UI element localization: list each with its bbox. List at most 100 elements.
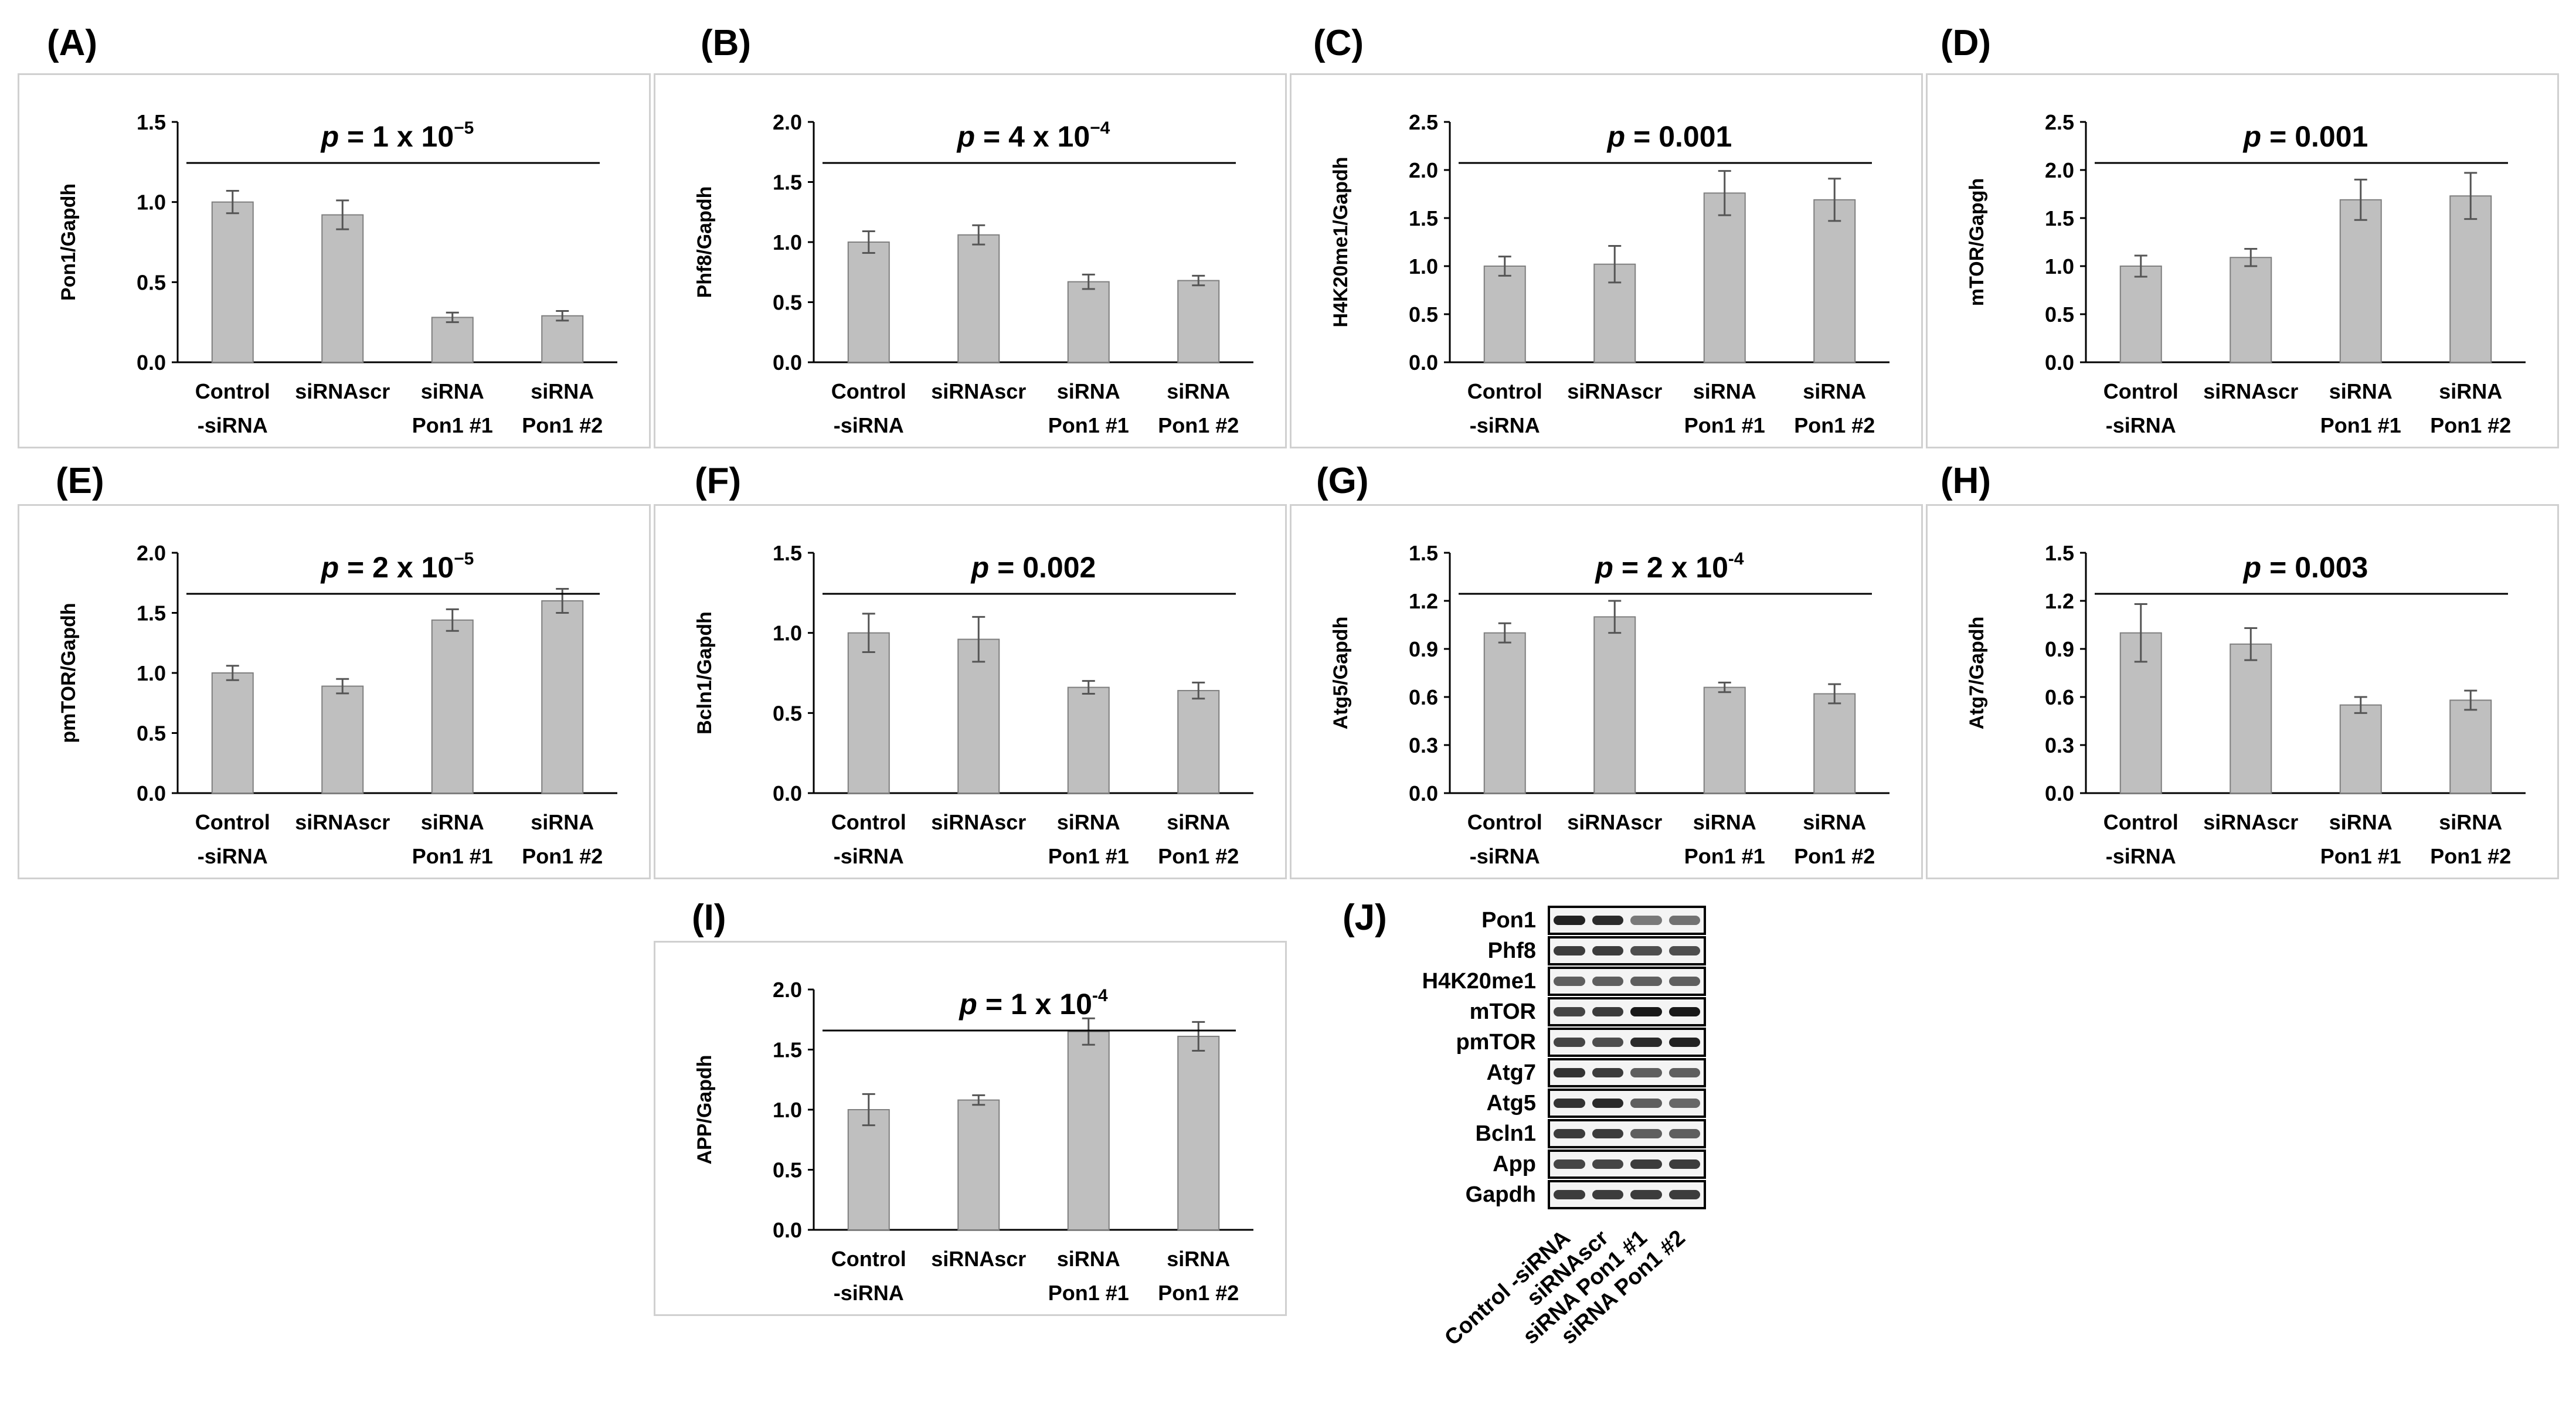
x-tick-label: siRNA Pon1 #1 — [1684, 379, 1765, 437]
error-bar — [556, 588, 569, 614]
y-tick-label: 1.5 — [2045, 541, 2074, 565]
blot-band — [1630, 1038, 1662, 1047]
y-tick-label: 0.0 — [137, 351, 166, 375]
p-value-label: p = 4 x 10−4 — [957, 118, 1110, 153]
blot-row-label: Phf8 — [1487, 938, 1536, 963]
chart-panel-g: 0.0 0.3 0.6 0.9 1.2 1.5 Atg5/Gapdh Control -siRN… — [1290, 504, 1923, 879]
panel-letter-i: (I) — [692, 897, 726, 938]
y-axis-label: Atg5/Gapdh — [1330, 617, 1352, 730]
panel-letter-f: (F) — [695, 461, 742, 501]
y-tick-label: 0.6 — [1409, 685, 1438, 709]
error-bar — [1082, 1017, 1095, 1046]
bar — [541, 600, 584, 794]
blot-strip — [1548, 906, 1706, 935]
y-tick-label: 0.0 — [137, 781, 166, 805]
blot-strip — [1548, 1150, 1706, 1179]
y-tick-label: 2.0 — [773, 110, 802, 134]
blot-row-label: App — [1493, 1152, 1536, 1176]
blot-band — [1592, 1007, 1623, 1016]
y-tick-label: 1.2 — [2045, 589, 2074, 613]
chart-svg: 0.0 0.3 0.6 0.9 1.2 1.5 Atg5/Gapdh Control -siRN… — [1330, 541, 1889, 868]
error-bar — [226, 190, 239, 215]
bar — [211, 672, 254, 794]
y-tick-label: 0.5 — [773, 701, 802, 725]
y-axis-label: Atg7/Gapdh — [1966, 617, 1988, 730]
y-axis-label: pmTOR/Gapdh — [57, 603, 80, 743]
x-tick-label: siRNA Pon1 #2 — [1158, 379, 1239, 437]
x-tick-label: Control -siRNA — [195, 810, 270, 868]
x-tick-label: siRNAscr — [931, 810, 1026, 834]
blot-row-label: Pon1 — [1481, 908, 1536, 933]
blot-band — [1668, 977, 1700, 986]
y-axis-label: Phf8/Gapdh — [694, 186, 716, 298]
error-bar — [556, 310, 569, 322]
x-tick-label: siRNA Pon1 #2 — [1158, 1247, 1239, 1305]
y-tick-label: 0.0 — [2045, 781, 2074, 805]
y-tick-label: 2.5 — [1409, 110, 1438, 134]
y-tick-label: 0.5 — [2045, 302, 2074, 327]
x-tick-label: siRNAscr — [931, 1247, 1026, 1271]
y-tick-label: 1.0 — [773, 230, 802, 254]
chart-panel-b: 0.0 0.5 1.0 1.5 2.0 Phf8/Gapdh Control -siRNA si… — [654, 73, 1287, 448]
blot-band — [1592, 1068, 1623, 1077]
error-bar — [862, 613, 875, 653]
panel-letter-j: (J) — [1343, 897, 1387, 938]
x-tick-label: siRNAscr — [2203, 810, 2298, 834]
blot-band — [1668, 946, 1700, 955]
y-tick-label: 1.5 — [773, 171, 802, 195]
error-bar — [446, 311, 459, 324]
y-tick-label: 0.3 — [2045, 733, 2074, 757]
y-tick-label: 0.5 — [137, 722, 166, 746]
x-tick-label: Control -siRNA — [831, 379, 906, 437]
x-tick-label: Control -siRNA — [2103, 379, 2179, 437]
y-tick-label: 2.5 — [2045, 110, 2074, 134]
blot-row-label: pmTOR — [1456, 1030, 1536, 1055]
y-tick-label: 1.0 — [1409, 254, 1438, 278]
error-bar — [2244, 627, 2258, 661]
blot-band — [1668, 1099, 1700, 1108]
chart-svg: 0.0 0.5 1.0 1.5 Pon1/Gapdh Control -siRNA siRNA… — [57, 110, 617, 437]
panel-letter-a: (A) — [47, 23, 98, 63]
error-bar — [972, 1094, 985, 1106]
bar — [1067, 1031, 1110, 1230]
bar — [2449, 195, 2492, 363]
bar — [1067, 686, 1110, 794]
blot-band — [1630, 1099, 1662, 1108]
bar — [2230, 257, 2272, 363]
x-tick-label: siRNA Pon1 #1 — [2320, 810, 2401, 868]
chart-svg: 0.0 0.5 1.0 1.5 Bcln1/Gapdh Control -siRNA siRN… — [694, 541, 1253, 868]
blot-band — [1592, 1190, 1623, 1199]
y-axis-label: mTOR/Gapgh — [1966, 178, 1988, 307]
blot-band — [1554, 1190, 1585, 1199]
blot-band — [1630, 1190, 1662, 1199]
bar — [957, 1099, 1000, 1230]
p-value-label: p = 0.003 — [2243, 551, 2368, 584]
y-tick-label: 1.5 — [1409, 541, 1438, 565]
error-bar — [1498, 622, 1511, 644]
bar — [2230, 643, 2272, 794]
bar — [1483, 266, 1526, 363]
bar — [1703, 686, 1746, 794]
error-bar — [972, 224, 985, 246]
y-tick-label: 1.5 — [2045, 206, 2074, 230]
y-tick-label: 1.0 — [2045, 254, 2074, 278]
x-tick-label: siRNA Pon1 #2 — [2430, 379, 2511, 437]
blot-strip — [1548, 997, 1706, 1026]
blot-row-label: Atg5 — [1486, 1091, 1536, 1116]
x-tick-label: siRNA Pon1 #1 — [412, 379, 493, 437]
y-tick-label: 0.0 — [773, 351, 802, 375]
error-bar — [1718, 170, 1731, 216]
bar — [2449, 699, 2492, 794]
blot-band — [1592, 1129, 1623, 1138]
blot-band — [1554, 1007, 1585, 1016]
error-bar — [2134, 254, 2147, 278]
y-tick-label: 1.0 — [773, 1098, 802, 1122]
western-blot: Pon1 Phf8 H4K20me1 mTOR pmTOR Atg7 Atg5 Bcln1 Ap… — [1384, 906, 1712, 1363]
x-tick-label: siRNAscr — [1567, 379, 1662, 403]
blot-band — [1668, 1068, 1700, 1077]
error-bar — [336, 678, 349, 695]
blot-row-label: H4K20me1 — [1422, 969, 1536, 994]
x-tick-label: siRNA Pon1 #1 — [1048, 379, 1129, 437]
bar — [321, 214, 364, 363]
x-tick-label: siRNA Pon1 #1 — [1684, 810, 1765, 868]
